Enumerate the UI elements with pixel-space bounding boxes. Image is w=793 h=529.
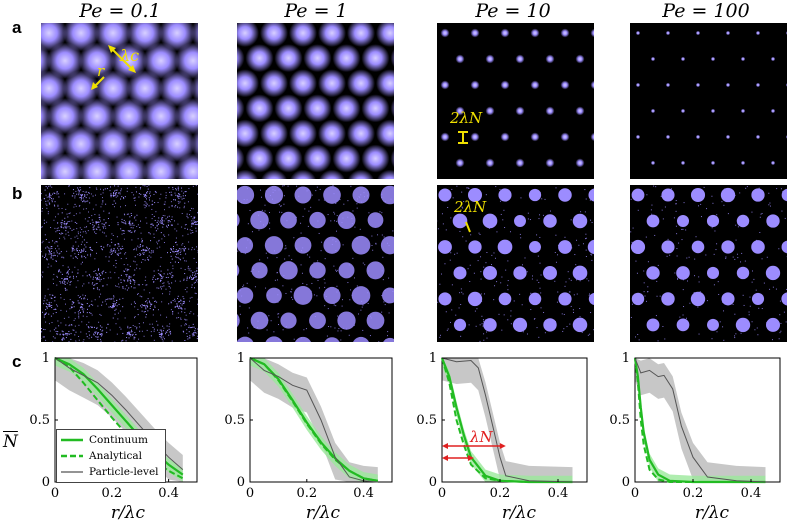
- series-analytical-1: [54, 357, 184, 480]
- row-label-c: c: [12, 352, 22, 371]
- panel-a-pe-1: [237, 23, 394, 179]
- y-axis-label: N: [3, 432, 18, 452]
- xtick-label-3-1: 0.2: [490, 486, 511, 501]
- ytick-label-2-2: 1: [237, 351, 245, 366]
- panel-b-pe-0-1: [41, 185, 198, 342]
- ytick-label-3-1: 0.5: [416, 413, 437, 428]
- two-lambda-n-label-a: 2λN: [450, 109, 483, 127]
- x-axis-label-3: r/λc: [501, 503, 537, 523]
- xtick-label-4-0: 0: [631, 486, 639, 501]
- legend: Continuum Analytical Particle-level: [56, 429, 166, 483]
- legend-continuum: Continuum: [61, 433, 148, 447]
- series-particle-level-3: [441, 357, 573, 483]
- ytick-label-2-1: 0.5: [224, 413, 245, 428]
- plot-4: 0 0.2 0.4 0 0.5 1: [609, 351, 781, 501]
- xtick-label-2-2: 0.4: [353, 486, 374, 501]
- particle-band-3: [442, 358, 573, 482]
- legend-particle: Particle-level: [61, 465, 159, 479]
- lambda-c-label: λc: [120, 46, 140, 65]
- xtick-label-1-2: 0.4: [158, 486, 179, 501]
- legend-analytical-label: Analytical: [89, 450, 142, 462]
- ytick-label-1-0: 0: [42, 475, 50, 490]
- panel-b-pe-10: [437, 185, 594, 342]
- series-analytical-4: [634, 357, 766, 483]
- ytick-label-1-2: 1: [42, 351, 50, 366]
- r-label: r: [97, 62, 105, 80]
- xtick-label-3-2: 0.4: [548, 486, 569, 501]
- row-label-b: b: [12, 184, 23, 203]
- ytick-label-2-0: 0: [237, 475, 245, 490]
- ytick-label-3-2: 1: [429, 351, 437, 366]
- panel-a-pe-10: [437, 23, 594, 179]
- column-title-pe-100: Pe = 100: [662, 0, 750, 22]
- xtick-label-3-0: 0: [438, 486, 446, 501]
- series-particle-level-2: [249, 357, 378, 483]
- ytick-label-1-1: 0.5: [29, 413, 50, 428]
- legend-analytical: Analytical: [61, 449, 142, 463]
- legend-particle-label: Particle-level: [89, 466, 159, 478]
- column-title-pe-10: Pe = 10: [475, 0, 551, 22]
- xtick-label-2-1: 0.2: [296, 486, 317, 501]
- panel-a-pe-0-1: [41, 23, 198, 179]
- xtick-label-4-1: 0.2: [683, 486, 704, 501]
- column-title-pe-1: Pe = 1: [284, 0, 348, 22]
- x-axis-label-4: r/λc: [694, 503, 730, 523]
- panel-b-pe-1: [237, 185, 394, 342]
- xtick-label-1-1: 0.2: [101, 486, 122, 501]
- ytick-label-4-0: 0: [622, 475, 630, 490]
- xtick-label-1-0: 0: [51, 486, 59, 501]
- plot-2: 0 0.2 0.4 0 0.5 1: [224, 351, 393, 501]
- ytick-label-4-2: 1: [622, 351, 630, 366]
- ytick-label-3-0: 0: [429, 475, 437, 490]
- row-label-a: a: [12, 18, 22, 37]
- lambda-n-label: λN: [470, 428, 493, 446]
- xtick-label-4-2: 0.4: [741, 486, 762, 501]
- panel-a-pe-100: [630, 23, 787, 179]
- series-particle-level-4: [634, 357, 766, 483]
- plot-3: 0 0.2 0.4 0 0.5 1: [416, 351, 588, 501]
- two-lambda-n-label-b: 2λN: [454, 198, 487, 216]
- column-title-pe-0-1: Pe = 0.1: [79, 0, 161, 22]
- x-axis-label-2: r/λc: [305, 503, 341, 523]
- legend-continuum-label: Continuum: [89, 434, 148, 446]
- series-analytical-2: [249, 357, 378, 482]
- xtick-label-2-0: 0: [246, 486, 254, 501]
- lambda-n-arrows: [442, 443, 506, 461]
- x-axis-label-1: r/λc: [110, 503, 146, 523]
- particle-band-4: [635, 358, 766, 482]
- panel-b-pe-100: [630, 185, 787, 342]
- series-analytical-3: [441, 357, 573, 483]
- ytick-label-4-1: 0.5: [609, 413, 630, 428]
- continuum-band-2: [250, 358, 378, 482]
